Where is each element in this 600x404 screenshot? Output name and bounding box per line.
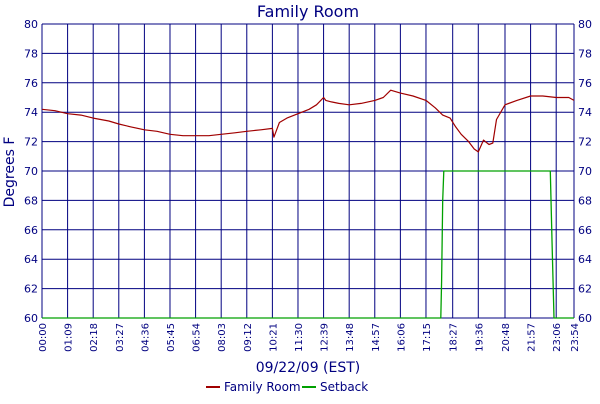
y-tick-label-left: 80 bbox=[24, 18, 38, 31]
x-tick-label: 08:03 bbox=[217, 323, 228, 352]
x-tick-label: 11:30 bbox=[294, 323, 305, 352]
y-tick-label-right: 66 bbox=[578, 224, 592, 237]
y-tick-label-left: 78 bbox=[24, 47, 38, 60]
x-tick-label: 06:54 bbox=[192, 323, 203, 352]
x-tick-label: 13:48 bbox=[345, 323, 356, 352]
x-axis-label: 09/22/09 (EST) bbox=[256, 360, 361, 376]
y-tick-label-left: 76 bbox=[24, 77, 38, 90]
y-tick-label-right: 62 bbox=[578, 283, 592, 296]
x-tick-label: 02:18 bbox=[89, 323, 100, 352]
x-tick-label: 18:27 bbox=[449, 323, 460, 352]
legend-label-family-room: Family Room bbox=[224, 380, 301, 394]
y-tick-label-right: 64 bbox=[578, 253, 592, 266]
x-tick-label: 19:36 bbox=[474, 323, 485, 352]
plot-area: 60 60 62 62 64 64 66 66 68 68 70 70 72 72 74 74 76 76 78 78… bbox=[24, 18, 592, 352]
y-tick-label-left: 62 bbox=[24, 283, 38, 296]
x-tick-label: 03:27 bbox=[115, 323, 126, 352]
y-axis-label: Degrees F bbox=[2, 137, 18, 208]
y-tick-label-right: 72 bbox=[578, 136, 592, 149]
gridlines bbox=[41, 23, 575, 319]
y-tick-label-right: 70 bbox=[578, 165, 592, 178]
y-tick-label-left: 60 bbox=[24, 312, 38, 325]
x-tick-label: 12:39 bbox=[320, 323, 331, 352]
y-tick-label-right: 76 bbox=[578, 77, 592, 90]
x-tick-label: 14:57 bbox=[371, 323, 382, 352]
x-tick-label: 01:09 bbox=[64, 323, 75, 352]
x-tick-label: 16:06 bbox=[396, 323, 407, 352]
y-tick-label-left: 72 bbox=[24, 136, 38, 149]
legend: Family Room Setback bbox=[206, 380, 368, 394]
y-tick-label-left: 74 bbox=[24, 106, 38, 119]
series-line-family-room bbox=[41, 89, 575, 153]
y-tick-label-right: 60 bbox=[578, 312, 592, 325]
y-tick-label-right: 74 bbox=[578, 106, 592, 119]
x-tick-label: 10:21 bbox=[268, 323, 279, 352]
y-tick-label-left: 70 bbox=[24, 165, 38, 178]
x-tick-label: 05:45 bbox=[166, 323, 177, 352]
y-tick-label-right: 80 bbox=[578, 18, 592, 31]
x-tick-label: 23:54 bbox=[570, 323, 581, 352]
x-tick-label: 23:06 bbox=[552, 323, 563, 352]
x-tick-label: 09:12 bbox=[243, 323, 254, 352]
x-tick-label: 00:00 bbox=[38, 323, 49, 352]
x-tick-label: 20:48 bbox=[501, 323, 512, 352]
y-tick-label-left: 68 bbox=[24, 194, 38, 207]
y-tick-label-right: 78 bbox=[578, 47, 592, 60]
y-tick-label-right: 68 bbox=[578, 194, 592, 207]
y-tick-label-left: 64 bbox=[24, 253, 38, 266]
x-tick-label: 17:15 bbox=[422, 323, 433, 352]
series-line-setback bbox=[42, 170, 574, 319]
x-tick-label: 21:57 bbox=[527, 323, 538, 352]
legend-label-setback: Setback bbox=[320, 380, 368, 394]
chart-title: Family Room bbox=[257, 2, 359, 21]
x-tick-label: 04:36 bbox=[140, 323, 151, 352]
y-tick-label-left: 66 bbox=[24, 224, 38, 237]
